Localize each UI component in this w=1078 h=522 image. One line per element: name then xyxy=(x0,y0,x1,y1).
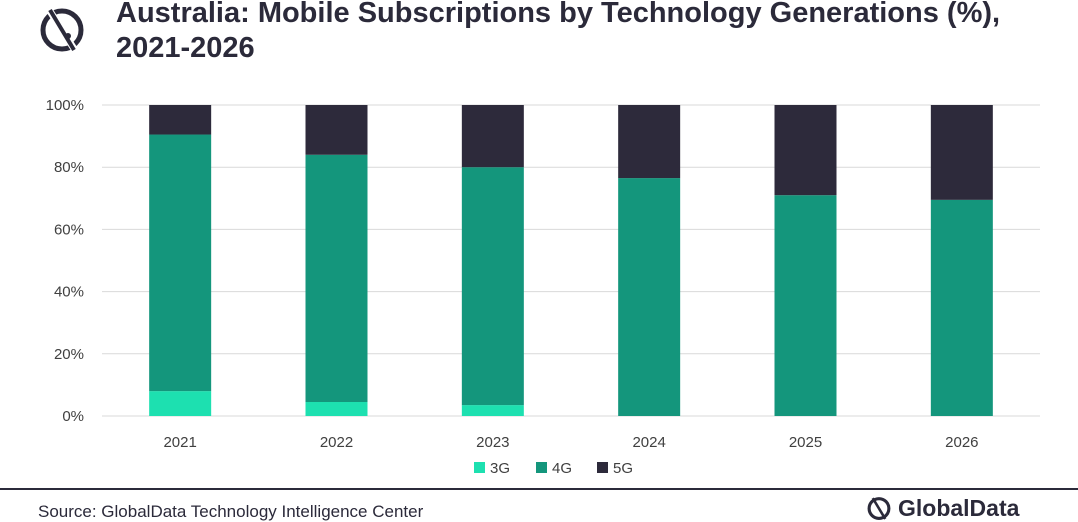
brand-icon xyxy=(867,497,891,520)
y-tick-label: 60% xyxy=(54,221,84,238)
bar-5g-2021 xyxy=(149,105,212,135)
bar-4g-2024 xyxy=(618,178,681,416)
y-tick-label: 20% xyxy=(54,346,84,363)
y-tick-label: 100% xyxy=(46,97,84,114)
x-tick-label: 2026 xyxy=(945,434,978,451)
legend-swatch-4g xyxy=(536,462,547,473)
bar-5g-2025 xyxy=(774,105,837,196)
legend-label-3g: 3G xyxy=(490,460,510,477)
x-tick-label: 2024 xyxy=(632,434,665,451)
bar-3g-2023 xyxy=(461,405,524,416)
chart-title: Australia: Mobile Subscriptions by Techn… xyxy=(116,0,1001,64)
bar-3g-2022 xyxy=(305,402,368,416)
globaldata-logo-icon xyxy=(40,6,84,54)
legend-label-4g: 4G xyxy=(552,460,572,477)
chart-plot: 0%20%40%60%80%100% 2021 2022 2023 2024 2025 2… xyxy=(46,97,1040,477)
bar-4g-2026 xyxy=(930,199,993,416)
y-tick-label: 80% xyxy=(54,159,84,176)
x-tick-label: 2023 xyxy=(476,434,509,451)
x-tick-label: 2022 xyxy=(320,434,353,451)
bar-4g-2021 xyxy=(149,134,212,392)
brand-name: GlobalData xyxy=(898,494,1020,521)
bar-5g-2023 xyxy=(461,105,524,168)
bars xyxy=(149,105,993,416)
bar-5g-2022 xyxy=(305,105,368,155)
source-note: Source: GlobalData Technology Intelligen… xyxy=(38,502,424,521)
bar-5g-2026 xyxy=(930,105,993,200)
bar-3g-2021 xyxy=(149,391,212,416)
legend-swatch-3g xyxy=(474,462,485,473)
legend: 3G 4G 5G xyxy=(474,460,633,477)
x-tick-label: 2021 xyxy=(163,434,196,451)
x-tick-label: 2025 xyxy=(789,434,822,451)
bar-4g-2023 xyxy=(461,167,524,406)
bar-4g-2025 xyxy=(774,195,837,416)
x-axis-ticks: 2021 2022 2023 2024 2025 2026 xyxy=(163,434,978,451)
legend-label-5g: 5G xyxy=(613,460,633,477)
y-tick-label: 40% xyxy=(54,284,84,301)
brand-logo: GlobalData xyxy=(866,494,1020,521)
bar-5g-2024 xyxy=(618,105,681,179)
bar-4g-2022 xyxy=(305,154,368,403)
y-tick-label: 0% xyxy=(62,408,84,425)
y-axis-ticks: 0% 20% 40% 60% 80% 100% xyxy=(46,97,84,425)
legend-swatch-5g xyxy=(597,462,608,473)
gridlines xyxy=(102,104,1040,417)
footer-divider xyxy=(0,488,1078,490)
